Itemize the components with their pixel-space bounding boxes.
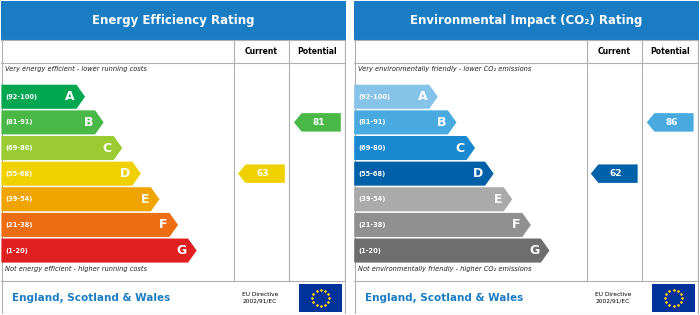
Text: Environmental Impact (CO₂) Rating: Environmental Impact (CO₂) Rating: [410, 14, 643, 27]
Polygon shape: [1, 162, 141, 186]
Text: 62: 62: [610, 169, 622, 178]
Polygon shape: [647, 113, 694, 132]
Text: (21-38): (21-38): [6, 222, 33, 228]
Text: D: D: [120, 167, 131, 180]
Text: Potential: Potential: [650, 47, 690, 56]
FancyBboxPatch shape: [652, 284, 695, 312]
Text: (21-38): (21-38): [358, 222, 386, 228]
Polygon shape: [1, 85, 85, 109]
FancyBboxPatch shape: [354, 1, 699, 314]
Text: A: A: [65, 90, 75, 103]
Polygon shape: [1, 110, 104, 135]
Text: 86: 86: [666, 118, 678, 127]
Text: B: B: [84, 116, 93, 129]
Polygon shape: [591, 164, 638, 183]
Text: (39-54): (39-54): [6, 196, 33, 202]
Text: Not energy efficient - higher running costs: Not energy efficient - higher running co…: [5, 266, 147, 272]
Polygon shape: [354, 136, 475, 160]
Text: Very environmentally friendly - lower CO₂ emissions: Very environmentally friendly - lower CO…: [358, 66, 531, 72]
Text: D: D: [473, 167, 483, 180]
Text: C: C: [103, 141, 112, 155]
Text: Very energy efficient - lower running costs: Very energy efficient - lower running co…: [5, 66, 147, 72]
Text: E: E: [494, 193, 502, 206]
Text: EU Directive
2002/91/EC: EU Directive 2002/91/EC: [595, 292, 631, 304]
Text: A: A: [418, 90, 428, 103]
Text: F: F: [159, 218, 168, 232]
Text: 63: 63: [257, 169, 270, 178]
Text: (69-80): (69-80): [358, 145, 386, 151]
Text: (55-68): (55-68): [6, 171, 33, 177]
Text: F: F: [512, 218, 521, 232]
Text: Potential: Potential: [298, 47, 337, 56]
Text: England, Scotland & Wales: England, Scotland & Wales: [12, 293, 170, 303]
Text: (1-20): (1-20): [6, 248, 29, 254]
Polygon shape: [294, 113, 341, 132]
Polygon shape: [1, 213, 178, 237]
Text: England, Scotland & Wales: England, Scotland & Wales: [365, 293, 523, 303]
Text: (81-91): (81-91): [358, 119, 386, 125]
FancyBboxPatch shape: [354, 1, 699, 40]
Polygon shape: [354, 238, 550, 263]
FancyBboxPatch shape: [1, 1, 346, 314]
Text: G: G: [176, 244, 186, 257]
Text: (55-68): (55-68): [358, 171, 386, 177]
Text: (39-54): (39-54): [358, 196, 386, 202]
Polygon shape: [354, 110, 456, 135]
Text: EU Directive
2002/91/EC: EU Directive 2002/91/EC: [242, 292, 279, 304]
Text: C: C: [456, 141, 465, 155]
Text: Energy Efficiency Rating: Energy Efficiency Rating: [92, 14, 255, 27]
Polygon shape: [238, 164, 285, 183]
Text: (92-100): (92-100): [6, 94, 38, 100]
Text: (92-100): (92-100): [358, 94, 391, 100]
Text: Current: Current: [598, 47, 631, 56]
Text: (81-91): (81-91): [6, 119, 33, 125]
Polygon shape: [1, 238, 197, 263]
FancyBboxPatch shape: [300, 284, 342, 312]
Polygon shape: [354, 213, 531, 237]
Text: (69-80): (69-80): [6, 145, 33, 151]
Polygon shape: [354, 85, 438, 109]
Text: Not environmentally friendly - higher CO₂ emissions: Not environmentally friendly - higher CO…: [358, 266, 531, 272]
Text: B: B: [437, 116, 446, 129]
Polygon shape: [354, 162, 493, 186]
Text: 81: 81: [313, 118, 326, 127]
Text: (1-20): (1-20): [358, 248, 382, 254]
Text: E: E: [141, 193, 149, 206]
Polygon shape: [1, 187, 160, 211]
Text: Current: Current: [245, 47, 278, 56]
Text: G: G: [529, 244, 539, 257]
Polygon shape: [354, 187, 512, 211]
FancyBboxPatch shape: [1, 1, 346, 40]
Polygon shape: [1, 136, 122, 160]
